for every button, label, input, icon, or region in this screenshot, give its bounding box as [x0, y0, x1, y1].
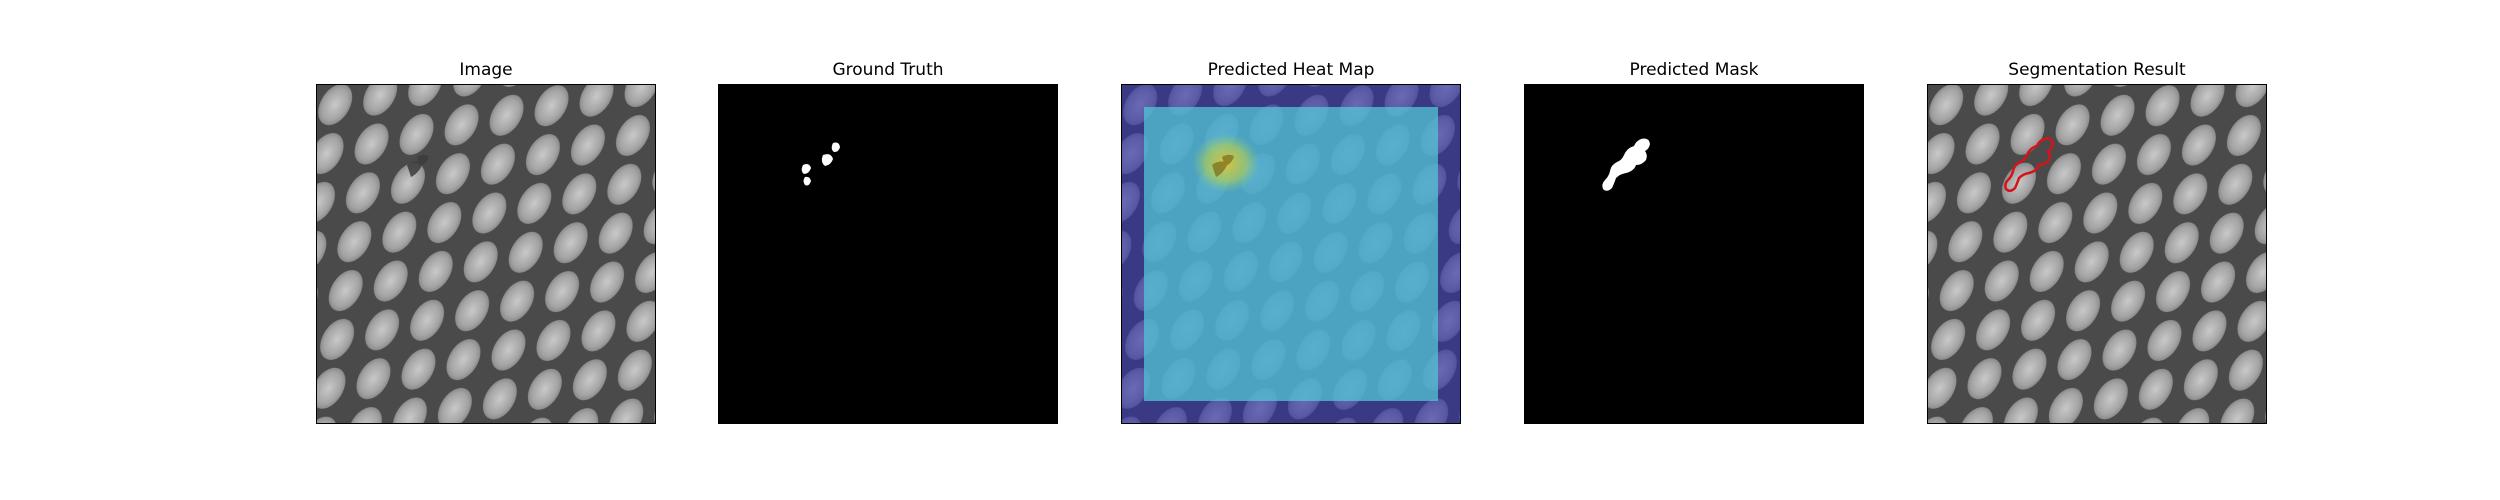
panel-title-segmentation: Segmentation Result [2008, 60, 2186, 80]
ground-truth-canvas [719, 85, 1057, 423]
ground-truth-mask [718, 84, 1058, 424]
mesh-texture [317, 85, 655, 423]
panel-title-ground-truth: Ground Truth [832, 60, 944, 80]
defect-region [407, 154, 429, 177]
predicted-mask-canvas [1525, 85, 1863, 423]
segmentation-contour [2004, 137, 2055, 192]
input-image-canvas [317, 85, 655, 423]
heatmap-mid-overlay [1144, 107, 1438, 401]
segmentation-image [1927, 84, 2267, 424]
panel-title-image: Image [459, 60, 513, 80]
predicted-mask-blob [1602, 138, 1650, 191]
predicted-mask [1524, 84, 1864, 424]
ground-truth-blobs [801, 142, 840, 186]
heatmap-canvas [1122, 85, 1460, 423]
segmentation-canvas [1928, 85, 2266, 423]
input-image [316, 84, 656, 424]
heatmap-defect [1212, 154, 1234, 177]
panel-title-mask: Predicted Mask [1629, 60, 1759, 80]
panel-title-heatmap: Predicted Heat Map [1207, 60, 1375, 80]
heatmap-image [1121, 84, 1461, 424]
